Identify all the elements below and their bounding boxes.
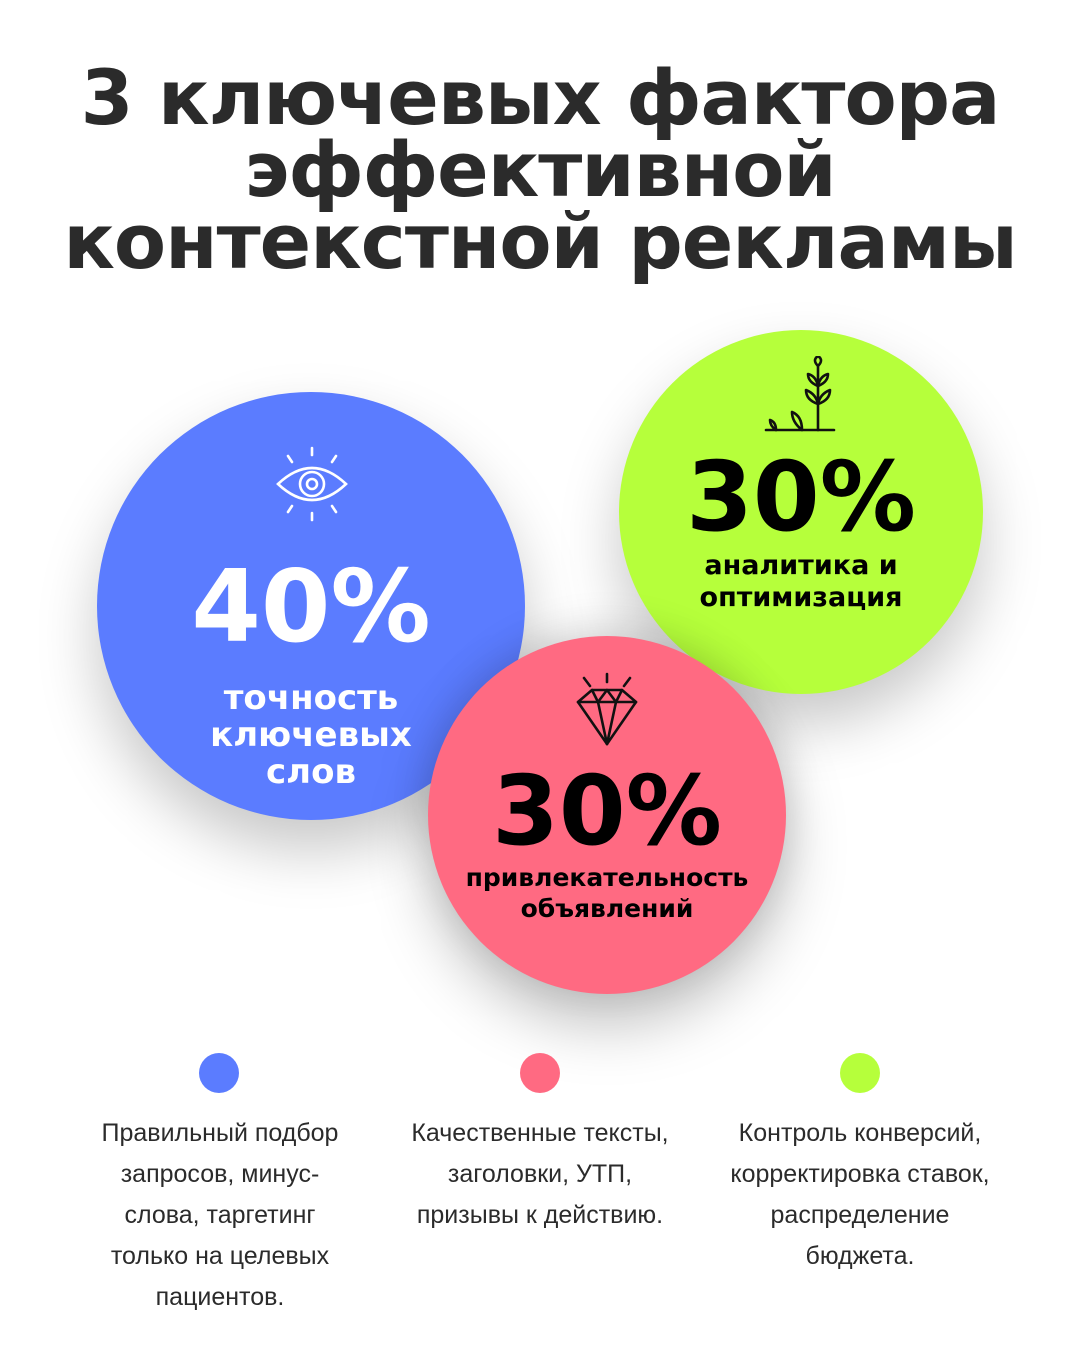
bubble-value-analytics: 30% bbox=[686, 441, 916, 553]
legend-dot-ads bbox=[520, 1053, 560, 1093]
bubble-analytics bbox=[619, 330, 983, 694]
description-keywords: Правильный подбор запросов, минус- слова… bbox=[60, 1113, 380, 1318]
label-line: оптимизация bbox=[699, 582, 903, 613]
description-line: Правильный подбор bbox=[101, 1119, 339, 1147]
description-line: запросов, минус- bbox=[120, 1160, 320, 1188]
bubble-label-analytics: аналитика и оптимизация bbox=[619, 550, 983, 614]
label-line: ключевых bbox=[210, 715, 412, 755]
description-line: пациентов. bbox=[155, 1283, 285, 1311]
label-line: аналитика и bbox=[704, 550, 898, 581]
eye-icon bbox=[276, 446, 348, 522]
description-line: Контроль конверсий, bbox=[738, 1119, 982, 1147]
bubble-value-ads: 30% bbox=[492, 755, 722, 867]
title-line: эффективной bbox=[244, 125, 836, 214]
legend-dot-keywords bbox=[199, 1053, 239, 1093]
label-line: привлекательность bbox=[465, 863, 749, 892]
title-line: контекстной рекламы bbox=[63, 197, 1017, 286]
description-line: распределение bbox=[770, 1201, 950, 1229]
label-line: точность bbox=[223, 678, 399, 718]
label-line: объявлений bbox=[520, 894, 694, 923]
legend-dot-analytics bbox=[840, 1053, 880, 1093]
label-line: слов bbox=[266, 752, 356, 792]
description-line: слова, таргетинг bbox=[124, 1201, 316, 1229]
title-line: 3 ключевых фактора bbox=[80, 53, 1001, 142]
description-analytics: Контроль конверсий, корректировка ставок… bbox=[700, 1113, 1020, 1277]
page-title: 3 ключевых фактора эффективной контекстн… bbox=[0, 53, 1080, 286]
bubble-label-ads: привлекательность объявлений bbox=[428, 862, 786, 924]
description-line: бюджета. bbox=[805, 1242, 915, 1270]
description-line: призывы к действию. bbox=[416, 1201, 664, 1229]
description-ads: Качественные тексты, заголовки, УТП, при… bbox=[380, 1113, 700, 1236]
description-line: заголовки, УТП, bbox=[447, 1160, 633, 1188]
diamond-icon bbox=[576, 672, 638, 746]
description-line: только на целевых bbox=[110, 1242, 330, 1270]
bubble-label-keywords: точность ключевых слов bbox=[97, 680, 525, 791]
bubble-value-keywords: 40% bbox=[191, 548, 431, 665]
bubble-ads bbox=[428, 636, 786, 994]
description-line: Качественные тексты, bbox=[411, 1119, 669, 1147]
description-line: корректировка ставок, bbox=[730, 1160, 990, 1188]
sprout-icon bbox=[764, 356, 836, 432]
